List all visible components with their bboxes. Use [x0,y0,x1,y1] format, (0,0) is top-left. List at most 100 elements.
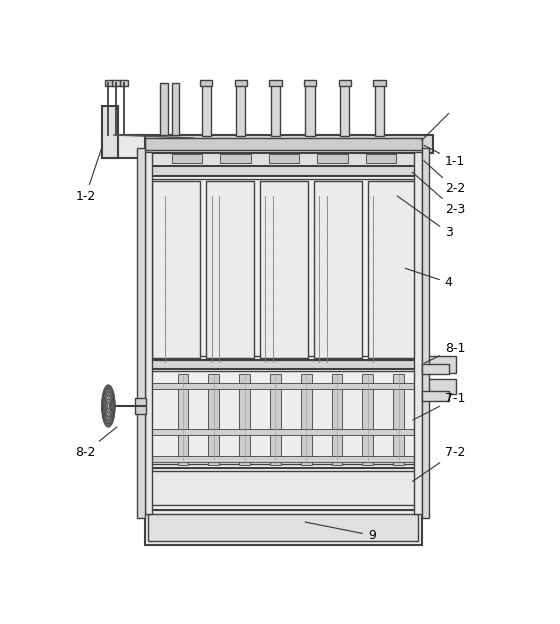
Bar [306,82,315,137]
Bar [144,152,152,514]
Circle shape [267,296,274,303]
Bar [375,82,384,137]
Bar [393,374,404,464]
Bar [271,82,280,137]
Circle shape [181,248,188,255]
Circle shape [321,215,328,222]
Text: 7-1: 7-1 [413,392,465,420]
Bar [148,179,418,356]
Circle shape [321,329,328,336]
Circle shape [321,345,328,352]
Circle shape [213,313,221,319]
Ellipse shape [268,470,298,490]
Ellipse shape [383,470,414,490]
Circle shape [213,248,221,255]
Circle shape [343,296,350,303]
Circle shape [289,345,296,352]
Circle shape [160,313,166,319]
Circle shape [343,264,350,271]
Bar [269,79,282,85]
Circle shape [396,296,404,303]
Bar [178,374,188,464]
Text: 1-2: 1-2 [75,149,101,203]
Ellipse shape [102,388,114,424]
Bar [152,181,200,358]
Circle shape [213,296,221,303]
Text: 9: 9 [305,522,376,542]
Circle shape [267,345,274,352]
Circle shape [213,199,221,206]
Bar [332,374,342,464]
Text: 3: 3 [397,196,452,239]
Circle shape [213,215,221,222]
Bar [144,360,422,369]
Bar [171,154,202,163]
Circle shape [235,248,242,255]
Bar [220,154,251,163]
Circle shape [375,345,382,352]
Circle shape [267,264,274,271]
Bar [239,374,250,464]
Bar [144,165,422,176]
Circle shape [181,232,188,238]
Ellipse shape [104,392,113,420]
Ellipse shape [318,490,341,502]
Circle shape [235,296,242,303]
Bar [137,148,144,518]
Bar [206,181,254,358]
Circle shape [375,296,382,303]
Bar [339,79,351,85]
Circle shape [160,248,166,255]
Circle shape [160,232,166,238]
Ellipse shape [250,490,273,502]
Bar [260,181,308,358]
Circle shape [160,215,166,222]
Bar [208,374,219,464]
Circle shape [396,280,404,287]
Bar [362,374,373,464]
Circle shape [343,215,350,222]
Circle shape [235,313,242,319]
Ellipse shape [105,395,112,417]
Circle shape [321,313,328,319]
Circle shape [267,215,274,222]
Circle shape [396,345,404,352]
Circle shape [235,215,242,222]
Circle shape [396,232,404,238]
Circle shape [289,215,296,222]
Circle shape [213,280,221,287]
Circle shape [235,264,242,271]
Bar [112,79,121,85]
Circle shape [181,264,188,271]
Ellipse shape [182,490,206,502]
Ellipse shape [385,490,409,502]
Text: 7-2: 7-2 [413,446,465,481]
Circle shape [160,296,166,303]
Circle shape [289,329,296,336]
Circle shape [343,248,350,255]
Text: 8-1: 8-1 [424,342,465,363]
Ellipse shape [229,470,260,490]
Circle shape [321,248,328,255]
Bar [148,383,418,389]
Circle shape [289,248,296,255]
Circle shape [375,264,382,271]
Circle shape [396,199,404,206]
Bar [368,181,416,358]
Circle shape [213,329,221,336]
Circle shape [375,215,382,222]
Circle shape [321,296,328,303]
Bar [422,148,430,518]
Circle shape [181,296,188,303]
Bar [301,374,311,464]
Circle shape [375,232,382,238]
Ellipse shape [216,490,239,502]
Text: 8-2: 8-2 [75,427,117,459]
Bar [148,456,418,462]
Ellipse shape [152,470,183,490]
Ellipse shape [352,490,375,502]
Circle shape [160,280,166,287]
Circle shape [235,329,242,336]
Bar [102,135,144,158]
Bar [340,82,349,137]
